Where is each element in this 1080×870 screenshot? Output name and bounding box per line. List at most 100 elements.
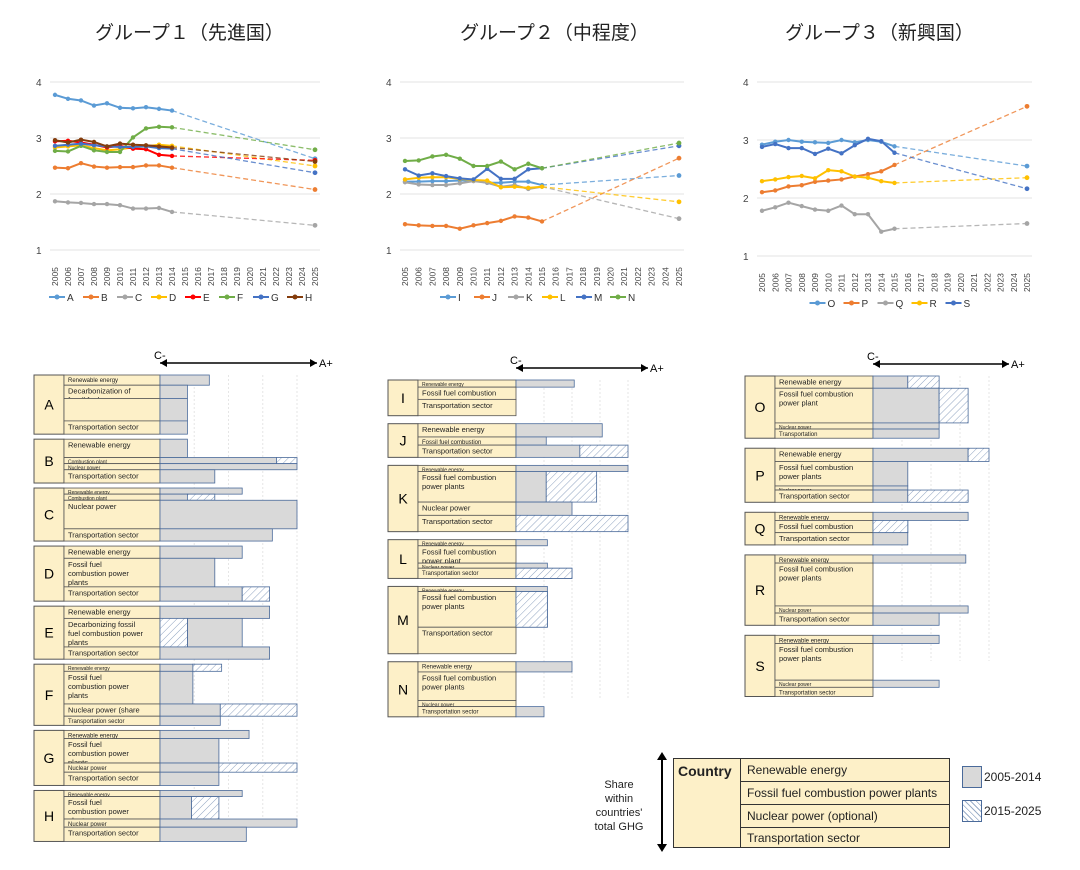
row-label: Fossil fuel [68, 673, 102, 682]
series-L-point [498, 185, 504, 190]
series-B-point [143, 163, 149, 168]
x-tick-label: 2009 [810, 273, 820, 292]
x-tick-label: 2022 [982, 273, 992, 292]
series-D-endpoint [312, 163, 318, 169]
row-label: Transportation sector [68, 588, 139, 597]
row-label: Transportation sector [422, 517, 493, 526]
row-label: Nuclear power (share [68, 705, 140, 714]
country-label: S [755, 658, 764, 674]
x-tick-label: 2021 [619, 267, 629, 286]
axis-arrow-3: C- A+ [867, 351, 1025, 371]
series-P-point [773, 188, 778, 193]
series-H-projection [171, 146, 316, 163]
bar-2005-2014 [159, 438, 188, 458]
x-tick-label: 2016 [903, 273, 913, 292]
country-panel-P: P Renewable energy Fossil fuel combustionp… [744, 447, 990, 503]
series-H-point [52, 138, 58, 143]
legend-S-marker [951, 300, 956, 306]
series-C-point [143, 206, 149, 211]
series-H-point [130, 142, 136, 147]
series-Q-point [799, 203, 804, 209]
row-label: Fossil fuel [68, 798, 102, 807]
country-label: E [44, 625, 53, 641]
legend-S-label: S [964, 299, 971, 310]
series-R-point [879, 178, 884, 184]
series-R-point [786, 174, 791, 180]
series-P-point [812, 179, 818, 184]
key-row-fossil: Fossil fuel combustion power plants [741, 782, 949, 805]
series-G-point [52, 143, 58, 149]
row-label: Fossil fuel combustion [779, 645, 853, 654]
series-M-point [457, 176, 462, 181]
row-label: Fossil fuel combustion [422, 473, 496, 482]
row-label: Combustion plant [68, 496, 108, 502]
series-S-point [799, 145, 804, 151]
country-cell [744, 511, 776, 546]
row-label-cell [774, 387, 874, 424]
legend-O-label: O [828, 299, 836, 310]
row-label: Fossil fuel combustion [422, 673, 496, 682]
bar-2005-2014 [872, 489, 909, 503]
series-A-point [52, 92, 58, 98]
row-label: combustion power [68, 749, 129, 758]
series-F-point [117, 149, 123, 155]
group3-title: グループ３（新興国） [785, 22, 974, 44]
series-A-line [54, 93, 173, 112]
x-tick-label: 2010 [115, 267, 125, 286]
x-tick-label: 2012 [141, 267, 151, 286]
row-label-cell [417, 671, 517, 701]
country-label: I [401, 390, 405, 406]
legend-I-label: I [458, 293, 461, 304]
series-B-point [65, 166, 71, 171]
bar-2005-2014 [872, 511, 969, 521]
legend-K-marker [513, 294, 519, 300]
legend-J-marker [479, 294, 485, 300]
bar-2005-2014 [159, 790, 243, 797]
series-Q-endpoint [1024, 221, 1030, 226]
legend-period2-swatch [962, 800, 982, 822]
country-cell [387, 379, 419, 417]
series-N-point [512, 167, 517, 172]
series-G-endpoint [312, 170, 318, 176]
row-label: Renewable energy [779, 558, 829, 564]
row-label: Transportation sector [422, 447, 493, 456]
bar-2005-2014 [159, 670, 194, 705]
bar-2005-2014 [159, 487, 243, 495]
row-label: plants [68, 758, 88, 767]
x-tick-label: 2015 [180, 267, 190, 286]
bar-2005-2014 [872, 461, 909, 487]
bar-2005-2014 [872, 428, 940, 439]
series-M-point [498, 176, 504, 182]
row-label: Renewable energy [422, 542, 464, 548]
bar-2015-2025 [515, 567, 573, 579]
legend-B-label: B [101, 293, 108, 304]
legend-F-marker [224, 294, 230, 300]
series-P-point [786, 184, 791, 189]
row-label: combustion power [68, 682, 129, 691]
row-label-cell [417, 471, 517, 503]
bar-2015-2025 [967, 447, 990, 462]
y-tick-label: 2 [36, 190, 42, 201]
country-cell [33, 487, 65, 542]
key-country-cell: Country [673, 758, 741, 848]
x-tick-label: 2023 [996, 273, 1006, 292]
y-tick-label: 1 [743, 252, 749, 263]
bar-2005-2014 [515, 444, 581, 458]
row-label: Renewable energy [68, 441, 131, 450]
bar-2015-2025 [545, 471, 598, 503]
series-J-point [416, 223, 421, 228]
chart-legend: A B C D E F G H [49, 293, 312, 304]
bar-2005-2014 [872, 612, 940, 626]
series-R-point [799, 173, 804, 179]
series-I-point [526, 179, 531, 184]
bar-2005-2014 [159, 463, 298, 471]
series-J-point [430, 223, 435, 229]
row-label: Transportation sector [68, 422, 139, 431]
legend-C-marker [122, 294, 128, 300]
bar-2005-2014 [872, 375, 909, 389]
bar-2005-2014 [872, 422, 940, 430]
row-label: Nuclear power [68, 466, 101, 472]
